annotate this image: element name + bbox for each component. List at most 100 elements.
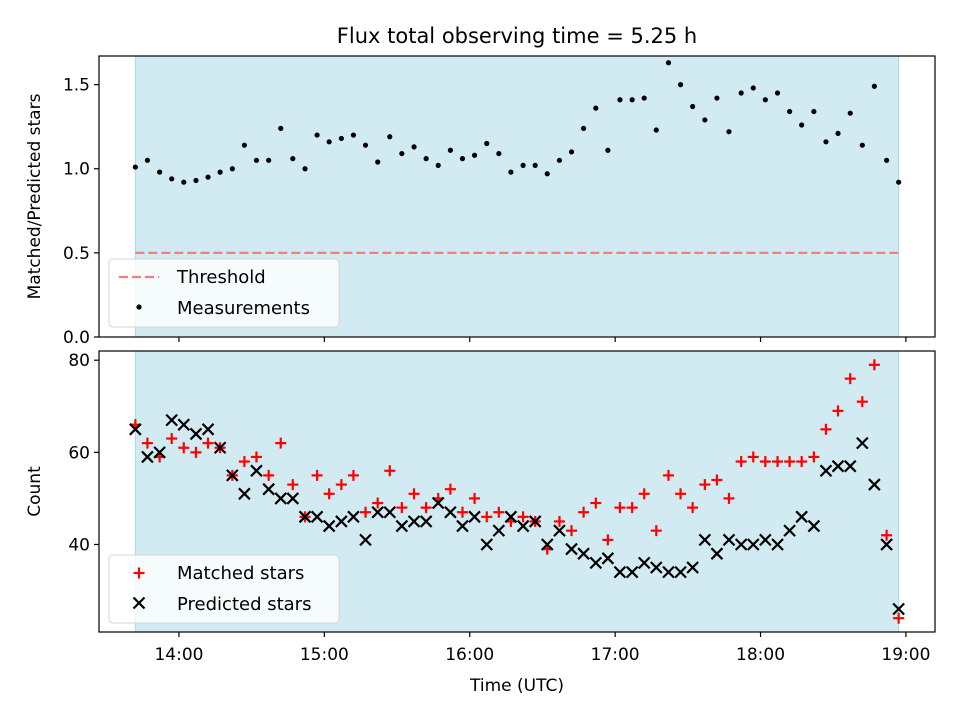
measurement-point xyxy=(205,174,211,180)
matched-star-point xyxy=(178,442,190,454)
predicted-star-point xyxy=(383,505,397,519)
predicted-star-point xyxy=(880,538,893,551)
bottom-legend-box xyxy=(108,554,340,624)
matched-legend-glyph xyxy=(133,567,145,579)
matched-star-point xyxy=(323,488,335,500)
matched-star-point xyxy=(626,502,638,514)
predicted-star-point xyxy=(456,519,469,533)
predicted-star-point xyxy=(298,510,312,524)
predicted-star-point xyxy=(480,538,494,551)
matched-star-point xyxy=(723,492,735,504)
matched-star-point xyxy=(856,396,868,408)
measurement-point xyxy=(702,117,708,123)
matched-star-point xyxy=(202,437,214,449)
matched-star-point xyxy=(469,492,481,504)
predicted-star-point xyxy=(662,565,675,579)
measurement-point xyxy=(859,142,865,148)
measurement-legend-label: Measurements xyxy=(177,298,310,319)
measurement-point xyxy=(217,169,223,175)
measurement-point xyxy=(653,127,659,133)
matched-star-point xyxy=(311,469,323,481)
matched-star-point xyxy=(396,502,408,514)
measurement-point xyxy=(423,156,429,162)
predicted-star-point xyxy=(734,538,748,551)
predicted-star-point xyxy=(746,538,760,551)
top-y-axis-label: Matched/Predicted stars xyxy=(25,93,45,299)
measurement-point xyxy=(253,157,260,163)
measurement-point xyxy=(787,108,793,115)
measurement-point xyxy=(714,95,720,101)
predicted-star-point xyxy=(226,469,239,482)
predicted-star-point xyxy=(843,459,857,473)
predicted-star-point xyxy=(153,446,166,459)
predicted-star-point xyxy=(722,533,736,547)
matched-star-point xyxy=(687,502,699,514)
matched-star-point xyxy=(456,506,468,518)
y-tick-label: 40 xyxy=(68,535,90,555)
matched-star-point xyxy=(384,465,396,477)
measurement-point xyxy=(435,162,441,168)
predicted-star-point xyxy=(698,533,712,547)
measurement-point xyxy=(593,105,599,111)
predicted-star-point xyxy=(274,492,288,505)
matched-star-point xyxy=(263,469,275,481)
predicted-star-point xyxy=(795,510,808,524)
matched-star-point xyxy=(614,502,626,514)
measurement-point xyxy=(641,95,647,101)
measurement-point xyxy=(411,144,417,150)
bottom-plot-area: 40 60 80 14:00 15:00 16:00 17:00 18:00 19:00 Co… xyxy=(25,350,936,696)
measurement-point xyxy=(799,122,805,128)
matched-star-point xyxy=(141,437,153,449)
predicted-star-point xyxy=(347,510,360,524)
predicted-star-point xyxy=(553,524,566,537)
predicted-star-point xyxy=(528,515,542,528)
predicted-star-point xyxy=(177,418,191,431)
measurement-point xyxy=(774,90,781,96)
matched-star-point xyxy=(868,359,880,371)
predicted-star-point xyxy=(431,496,445,510)
matched-star-point xyxy=(190,446,202,458)
measurement-point xyxy=(229,166,235,172)
predicted-star-point xyxy=(492,524,506,537)
top-y-axis: 0.0 0.5 1.0 1.5 xyxy=(63,76,99,348)
bottom-x-axis: 14:00 15:00 16:00 17:00 18:00 19:00 xyxy=(154,632,930,665)
matched-star-point xyxy=(493,506,505,518)
predicted-star-point xyxy=(637,556,651,570)
top-legend: Threshold Measurements xyxy=(108,258,340,328)
measurement-point xyxy=(811,108,817,115)
predicted-star-point xyxy=(868,478,881,491)
predicted-star-point xyxy=(189,427,203,441)
measurement-point xyxy=(302,166,308,172)
top-plot-area: 0.0 0.5 1.0 1.5 Matched/Predicted stars Thr… xyxy=(25,55,936,348)
predicted-legend-label: Predicted stars xyxy=(177,594,311,615)
measurement-point xyxy=(375,159,381,165)
y-tick-label: 1.0 xyxy=(63,160,90,180)
measurement-point xyxy=(338,135,344,142)
matched-star-point xyxy=(675,488,687,500)
measurement-point xyxy=(677,82,684,88)
matched-star-point xyxy=(844,373,856,385)
x-tick-label: 18:00 xyxy=(736,645,785,665)
measurement-legend-marker xyxy=(136,304,142,310)
measurement-point xyxy=(617,97,623,103)
measurement-point xyxy=(883,157,890,163)
predicted-star-point xyxy=(165,413,178,427)
matched-star-point xyxy=(832,405,844,417)
predicted-star-point xyxy=(807,519,821,533)
predicted-stars-points xyxy=(129,413,905,616)
matched-legend-label: Matched stars xyxy=(177,563,304,584)
measurement-point xyxy=(580,125,587,131)
predicted-star-point xyxy=(359,533,372,547)
x-axis-label: Time (UTC) xyxy=(469,676,564,696)
measurement-point xyxy=(738,90,744,96)
measurement-point xyxy=(835,130,841,137)
bottom-y-axis-label: Count xyxy=(25,466,45,517)
measurement-point xyxy=(314,132,320,138)
measurement-point xyxy=(896,179,902,185)
measurement-point xyxy=(871,83,877,89)
predicted-star-point xyxy=(201,423,215,436)
chart-title: Flux total observing time = 5.25 h xyxy=(337,24,697,48)
measurement-point xyxy=(508,169,514,175)
measurement-points xyxy=(132,60,902,185)
measurement-point xyxy=(447,147,454,153)
